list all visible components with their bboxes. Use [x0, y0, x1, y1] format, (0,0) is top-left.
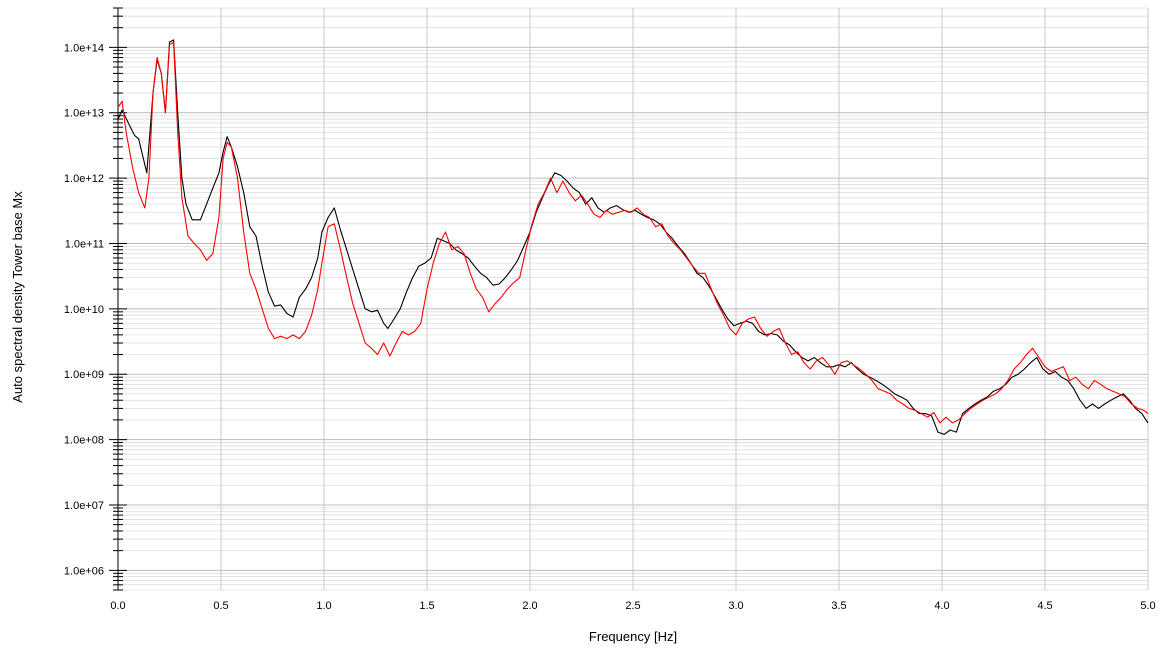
series-line-1 — [117, 39, 1149, 435]
y-axis-title: Auto spectral density Tower base Mx — [10, 191, 25, 403]
x-tick-label: 4.0 — [934, 600, 949, 612]
grid — [117, 7, 1149, 591]
x-tick-label: 2.0 — [522, 600, 537, 612]
x-tick-label: 1.5 — [419, 600, 434, 612]
x-tick-label: 0.0 — [110, 600, 125, 612]
x-tick-label: 1.0 — [316, 600, 331, 612]
x-tick-label: 3.0 — [728, 600, 743, 612]
y-tick-label: 1.0e+13 — [64, 108, 104, 120]
series-group — [117, 39, 1149, 435]
x-tick-label: 3.5 — [831, 600, 846, 612]
x-axis-title: Frequency [Hz] — [589, 629, 677, 644]
y-tick-label: 1.0e+11 — [65, 238, 104, 250]
x-tick-label: 5.0 — [1140, 600, 1155, 612]
y-tick-label: 1.0e+08 — [64, 435, 104, 447]
y-tick-label: 1.0e+07 — [64, 500, 104, 512]
x-tick-label: 4.5 — [1037, 600, 1052, 612]
axes — [109, 7, 127, 591]
x-tick-label: 0.5 — [213, 600, 228, 612]
y-tick-label: 1.0e+09 — [64, 369, 104, 381]
y-tick-label: 1.0e+12 — [64, 173, 104, 185]
y-tick-label: 1.0e+06 — [64, 565, 104, 577]
y-tick-label: 1.0e+14 — [64, 42, 104, 54]
y-tick-label: 1.0e+10 — [64, 304, 104, 316]
tick-labels: 1.0e+06 1.0e+07 1.0e+08 1.0e+09 1.0e+10 1.0e+… — [64, 42, 1156, 612]
series-line-2 — [117, 41, 1149, 424]
x-tick-label: 2.5 — [625, 600, 640, 612]
